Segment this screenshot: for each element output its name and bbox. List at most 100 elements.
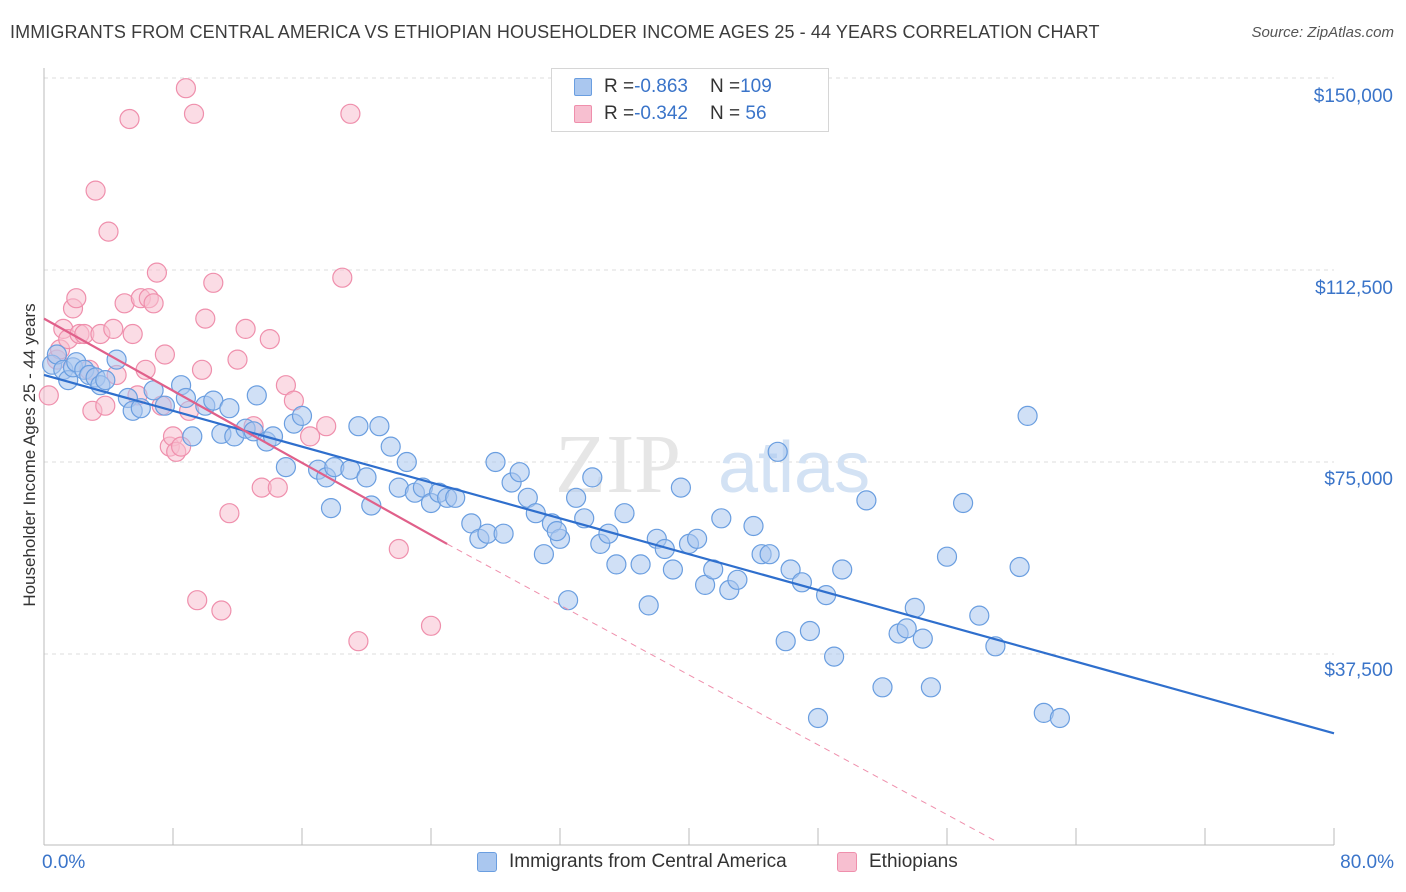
ethiopians-point [348,631,369,652]
bottom-legend-central-america: Immigrants from Central America [477,851,787,873]
ethiopians-point [38,385,59,406]
central-america-point [348,416,369,437]
central-america-point [533,544,555,565]
central-america-trend-line [43,373,1335,735]
ethiopians-point [85,180,106,201]
central-america-point [936,546,958,567]
bottom-legend-swatch-pink [837,852,857,872]
central-america-point [872,677,893,698]
central-america-point [630,554,651,575]
central-america-point [557,590,579,611]
y-axis-label: Householder Income Ages 25 - 44 years [20,303,39,607]
central-america-point [743,515,764,537]
y-tick-label-37500: $37,500 [1324,660,1393,681]
central-america-point [856,490,877,511]
central-america-point [791,572,813,593]
central-america-point [711,508,732,529]
legend-row-ethiopians: R = -0.342 N = 56 [574,102,767,126]
central-america-point [1049,707,1071,729]
central-america-point [95,370,116,391]
legend-row-central-america: R = -0.863 N = 109 [574,75,772,99]
chart-title: IMMIGRANTS FROM CENTRAL AMERICA VS ETHIO… [10,22,1100,42]
ethiopians-point [95,395,116,416]
ethiopians-point [300,426,321,447]
ethiopians-point [388,538,409,560]
ethiopians-point [191,359,213,380]
source-label: Source: ZipAtlas.com [1251,24,1394,41]
bottom-legend: Immigrants from Central America Ethiopia… [0,851,1406,877]
central-america-point [952,492,974,514]
ethiopians-trend-extension [446,543,996,842]
y-tick-label-112500: $112,500 [1315,278,1393,299]
central-america-point [493,523,514,544]
ethiopians-point [154,344,175,365]
legend-n-label: N = [709,103,741,124]
central-america-point [356,467,377,488]
central-america-point [807,707,829,729]
central-america-point [1009,556,1030,578]
central-america-point [369,416,390,437]
central-america-point [662,559,684,580]
y-tick-label-75000: $75,000 [1324,469,1393,490]
correlation-legend: R = -0.863 N = 109 R = -0.342 N = 56 [551,68,829,132]
central-america-point [912,628,933,649]
central-america-point [606,554,627,575]
central-america-point [582,467,603,488]
central-america-point [767,441,788,462]
ethiopians-point [175,78,196,99]
ethiopians-point [66,288,87,309]
bottom-legend-ethiopians: Ethiopians [837,851,958,873]
central-america-point [823,646,845,667]
ethiopians-point [316,416,337,437]
central-america-point [799,620,821,642]
central-america-point [361,495,382,516]
central-america-point [727,569,748,590]
legend-n-value: 56 [740,103,767,124]
ethiopians-point [195,308,216,329]
central-america-point [182,426,203,447]
watermark: ZIP atlas [555,418,870,511]
central-america-point [246,385,267,406]
ethiopians-trend-line [43,317,448,545]
ethiopians-point [219,503,240,524]
central-america-point [509,462,530,483]
bottom-legend-label: Immigrants from Central America [509,851,787,872]
central-america-point [780,559,801,580]
ethiopians-point [187,590,208,611]
ethiopians-point [143,293,164,314]
trend-lines [43,317,1335,842]
central-america-point [565,487,587,508]
ethiopians-point [183,103,205,124]
central-america-point [291,405,313,426]
legend-n-label: N = [709,76,741,97]
axes [43,68,1335,846]
central-america-point [759,544,780,565]
central-america-point [832,559,853,580]
ethiopians-point [267,477,288,498]
central-america-point [485,451,506,473]
legend-r-value: -0.863 [634,76,688,97]
gridlines [44,77,1334,655]
ethiopians-point [203,272,224,293]
central-america-point [638,595,659,616]
central-america-point [920,677,942,698]
ethiopians-point [420,615,442,636]
central-america-point [686,528,708,549]
central-america-point [275,457,296,478]
ethiopians-point [122,323,143,345]
ethiopians-points [38,78,442,652]
x-tick-label-max: 80.0% [1340,852,1394,873]
central-america-point [380,436,401,457]
ethiopians-point [119,108,140,130]
legend-n-value: 109 [740,76,772,97]
watermark-atlas: atlas [718,428,870,508]
ethiopians-point [227,349,248,370]
bottom-legend-swatch-blue [477,852,497,872]
central-america-point [1017,405,1038,426]
ethiopians-point [340,103,361,124]
legend-swatch-blue [574,78,592,96]
ethiopians-point [235,318,256,339]
central-america-point [614,503,635,524]
legend-r-label: R = [604,76,635,97]
